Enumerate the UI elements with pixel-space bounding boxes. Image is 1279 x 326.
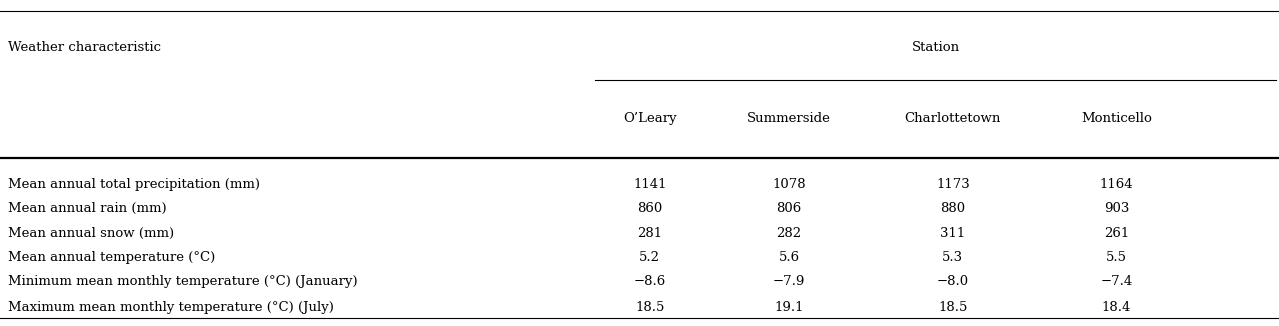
Text: 903: 903	[1104, 202, 1129, 215]
Text: Mean annual rain (mm): Mean annual rain (mm)	[8, 202, 166, 215]
Text: Summerside: Summerside	[747, 112, 831, 126]
Text: Mean annual total precipitation (mm): Mean annual total precipitation (mm)	[8, 178, 260, 191]
Text: −7.9: −7.9	[773, 275, 806, 289]
Text: Minimum mean monthly temperature (°C) (January): Minimum mean monthly temperature (°C) (J…	[8, 275, 357, 289]
Text: 5.2: 5.2	[640, 251, 660, 264]
Text: 261: 261	[1104, 227, 1129, 240]
Text: 5.5: 5.5	[1106, 251, 1127, 264]
Text: Charlottetown: Charlottetown	[904, 112, 1001, 126]
Text: −8.6: −8.6	[633, 275, 666, 289]
Text: Station: Station	[912, 41, 959, 54]
Text: 19.1: 19.1	[774, 301, 804, 314]
Text: 1141: 1141	[633, 178, 666, 191]
Text: O’Leary: O’Leary	[623, 112, 677, 126]
Text: −7.4: −7.4	[1100, 275, 1133, 289]
Text: 311: 311	[940, 227, 966, 240]
Text: 282: 282	[776, 227, 802, 240]
Text: 880: 880	[940, 202, 966, 215]
Text: 5.6: 5.6	[779, 251, 799, 264]
Text: 1164: 1164	[1100, 178, 1133, 191]
Text: 1173: 1173	[936, 178, 969, 191]
Text: 1078: 1078	[773, 178, 806, 191]
Text: 18.4: 18.4	[1102, 301, 1131, 314]
Text: Maximum mean monthly temperature (°C) (July): Maximum mean monthly temperature (°C) (J…	[8, 301, 334, 314]
Text: −8.0: −8.0	[936, 275, 969, 289]
Text: Mean annual snow (mm): Mean annual snow (mm)	[8, 227, 174, 240]
Text: Monticello: Monticello	[1081, 112, 1152, 126]
Text: Weather characteristic: Weather characteristic	[8, 41, 161, 54]
Text: Mean annual temperature (°C): Mean annual temperature (°C)	[8, 251, 215, 264]
Text: 18.5: 18.5	[939, 301, 967, 314]
Text: 18.5: 18.5	[636, 301, 664, 314]
Text: 860: 860	[637, 202, 663, 215]
Text: 5.3: 5.3	[943, 251, 963, 264]
Text: 806: 806	[776, 202, 802, 215]
Text: 281: 281	[637, 227, 663, 240]
